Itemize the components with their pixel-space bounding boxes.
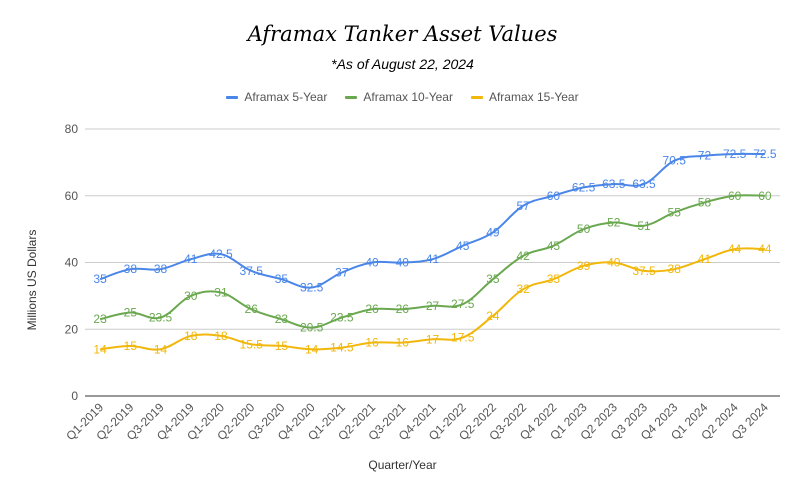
data-label: 35 (486, 272, 500, 286)
data-label: 35 (93, 272, 107, 286)
legend-swatch-10-year (345, 95, 358, 99)
series-line-1 (99, 152, 765, 289)
data-label: 37.5 (240, 264, 264, 278)
y-axis-label-container: Millions US Dollars (25, 230, 39, 331)
x-axis-label: Quarter/Year (368, 458, 437, 472)
legend-label-10-year: Aframax 10-Year (363, 90, 453, 104)
data-label: 50 (577, 222, 591, 236)
data-label: 49 (486, 225, 500, 239)
data-label: 58 (698, 195, 712, 209)
data-label: 72.5 (753, 147, 777, 161)
legend: Aframax 5-Year Aframax 10-Year Aframax 1… (0, 90, 805, 104)
y-tick-label: 60 (65, 189, 79, 203)
data-label: 35 (547, 272, 561, 286)
data-label: 20.5 (300, 321, 324, 335)
data-label: 38 (154, 262, 168, 276)
y-tick-label: 80 (65, 122, 79, 136)
data-label: 32 (516, 282, 530, 296)
data-label: 23 (275, 312, 289, 326)
data-label: 42 (516, 249, 530, 263)
y-tick-label: 40 (65, 256, 79, 270)
series-line-3 (99, 247, 765, 351)
data-label: 45 (456, 239, 470, 253)
data-label: 23.5 (149, 311, 173, 325)
data-label: 45 (547, 239, 561, 253)
data-label: 14.5 (330, 341, 354, 355)
data-label: 60 (547, 189, 561, 203)
data-label: 41 (426, 252, 440, 266)
data-label: 27.5 (451, 297, 475, 311)
data-label: 25 (124, 306, 138, 320)
data-label: 38 (668, 262, 682, 276)
data-label: 60 (758, 189, 772, 203)
data-label: 62.5 (572, 180, 596, 194)
data-label: 52 (607, 215, 621, 229)
data-label: 41 (184, 252, 198, 266)
y-tick-label: 0 (71, 389, 78, 403)
data-label: 23.5 (330, 311, 354, 325)
data-label: 24 (486, 309, 500, 323)
data-label: 15 (275, 339, 289, 353)
legend-item-10-year[interactable]: Aframax 10-Year (345, 90, 453, 104)
legend-item-5-year[interactable]: Aframax 5-Year (226, 90, 327, 104)
data-label: 18 (184, 329, 198, 343)
data-label: 40 (365, 256, 379, 270)
data-label: 38 (124, 262, 138, 276)
data-label: 44 (728, 242, 742, 256)
data-label: 14 (305, 342, 319, 356)
data-label: 35 (275, 272, 289, 286)
data-label: 39 (577, 259, 591, 273)
data-label: 40 (607, 256, 621, 270)
data-label: 60 (728, 189, 742, 203)
chart-subtitle: *As of August 22, 2024 (331, 56, 474, 72)
legend-label-5-year: Aframax 5-Year (244, 90, 328, 104)
data-label: 26 (396, 302, 410, 316)
data-label: 14 (93, 342, 107, 356)
data-label: 17 (426, 332, 440, 346)
legend-swatch-5-year (226, 95, 239, 99)
y-tick-label: 20 (65, 322, 79, 336)
data-label: 17.5 (451, 331, 475, 345)
data-label: 72 (698, 149, 712, 163)
data-label: 30 (184, 289, 198, 303)
data-label: 63.5 (632, 177, 656, 191)
data-label: 37 (335, 266, 349, 280)
data-label: 14 (154, 342, 168, 356)
data-label: 72.5 (723, 147, 747, 161)
chart-title: Aframax Tanker Asset Values (247, 22, 558, 46)
data-label: 63.5 (602, 177, 626, 191)
data-label: 26 (365, 302, 379, 316)
legend-item-15-year[interactable]: Aframax 15-Year (470, 90, 579, 104)
data-label: 16 (396, 336, 410, 350)
data-label: 55 (668, 205, 682, 219)
data-label: 18 (214, 329, 228, 343)
data-label: 26 (245, 302, 259, 316)
data-label: 15.5 (240, 337, 264, 351)
legend-label-15-year: Aframax 15-Year (488, 90, 579, 104)
data-label: 42.5 (209, 247, 233, 261)
data-label: 37.5 (632, 264, 656, 278)
data-label: 15 (124, 339, 138, 353)
data-label: 44 (758, 242, 772, 256)
legend-swatch-15-year (470, 95, 483, 99)
data-label: 40 (396, 256, 410, 270)
data-label: 57 (516, 199, 530, 213)
data-label: 31 (214, 286, 228, 300)
data-label: 23 (93, 312, 107, 326)
data-label: 32.5 (300, 281, 324, 295)
data-label: 16 (365, 336, 379, 350)
data-label: 70.5 (663, 154, 687, 168)
data-label: 41 (698, 252, 712, 266)
y-axis-label: Millions US Dollars (25, 230, 39, 331)
data-label: 51 (637, 219, 651, 233)
series-line-2 (99, 194, 765, 329)
data-label: 27 (426, 299, 440, 313)
